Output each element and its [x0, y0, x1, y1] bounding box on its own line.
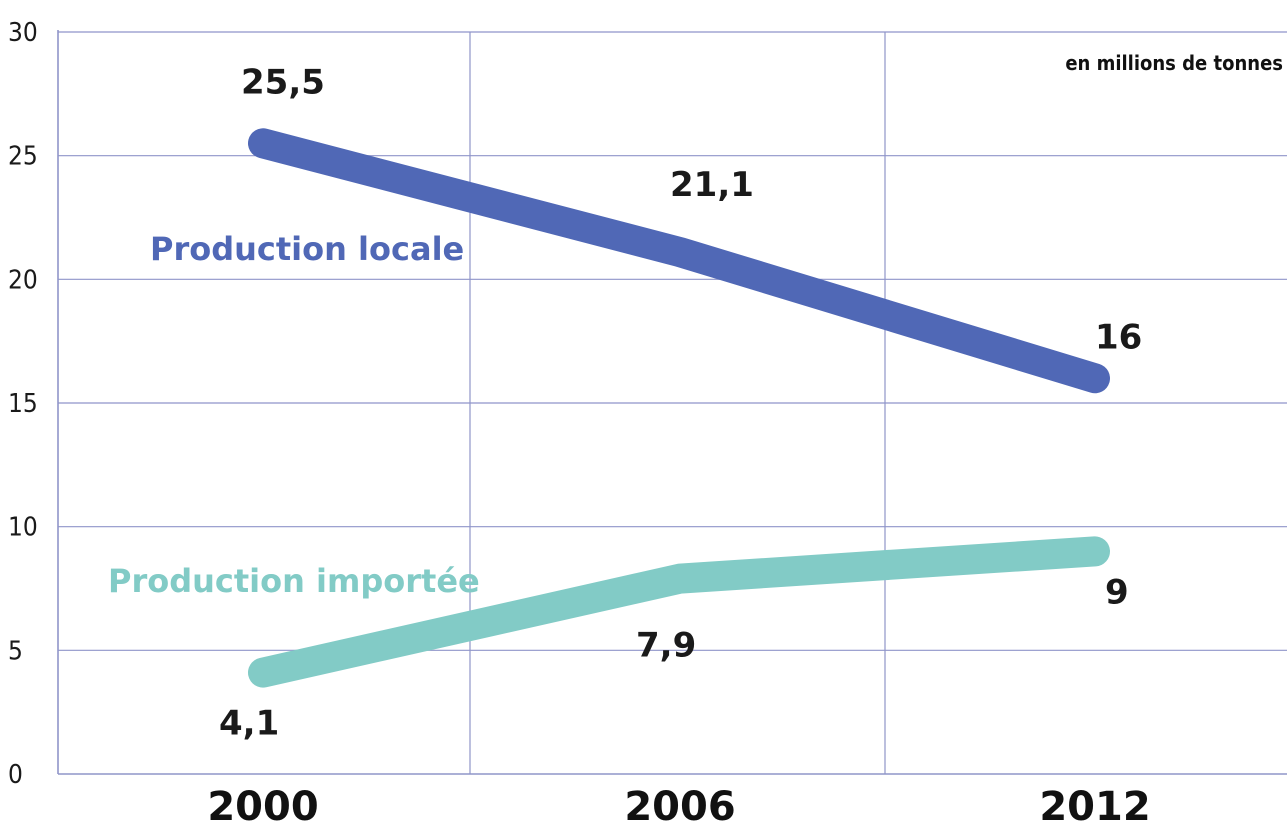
series-label-importee: Production importée	[108, 562, 480, 600]
x-tick-labels: 2000 2006 2012	[207, 784, 1150, 824]
data-label: 25,5	[241, 62, 325, 102]
x-tick-label: 2006	[624, 784, 735, 824]
series-line-1	[248, 536, 1110, 688]
y-tick-label: 5	[8, 636, 23, 666]
y-tick-label: 15	[8, 389, 38, 419]
data-label: 9	[1105, 572, 1129, 612]
data-label: 4,1	[219, 704, 279, 744]
series-lines	[248, 128, 1110, 688]
x-tick-label: 2000	[207, 784, 318, 824]
data-label: 21,1	[670, 165, 754, 205]
y-tick-labels: 0 5 10 15 20 25 30	[8, 18, 38, 790]
data-label: 16	[1095, 317, 1142, 357]
data-label: 7,9	[636, 626, 696, 666]
y-tick-label: 25	[8, 142, 38, 172]
y-tick-label: 0	[8, 760, 23, 790]
y-tick-label: 20	[8, 265, 38, 295]
x-tick-label: 2012	[1039, 784, 1150, 824]
y-tick-label: 10	[8, 513, 38, 543]
series-label-locale: Production locale	[150, 230, 464, 268]
unit-label: en millions de tonnes	[1065, 51, 1283, 75]
data-labels: 25,5 21,1 16 4,1 7,9 9	[219, 62, 1142, 743]
axes	[57, 30, 1287, 775]
series-line-0	[248, 128, 1110, 394]
y-tick-label: 30	[8, 18, 38, 48]
